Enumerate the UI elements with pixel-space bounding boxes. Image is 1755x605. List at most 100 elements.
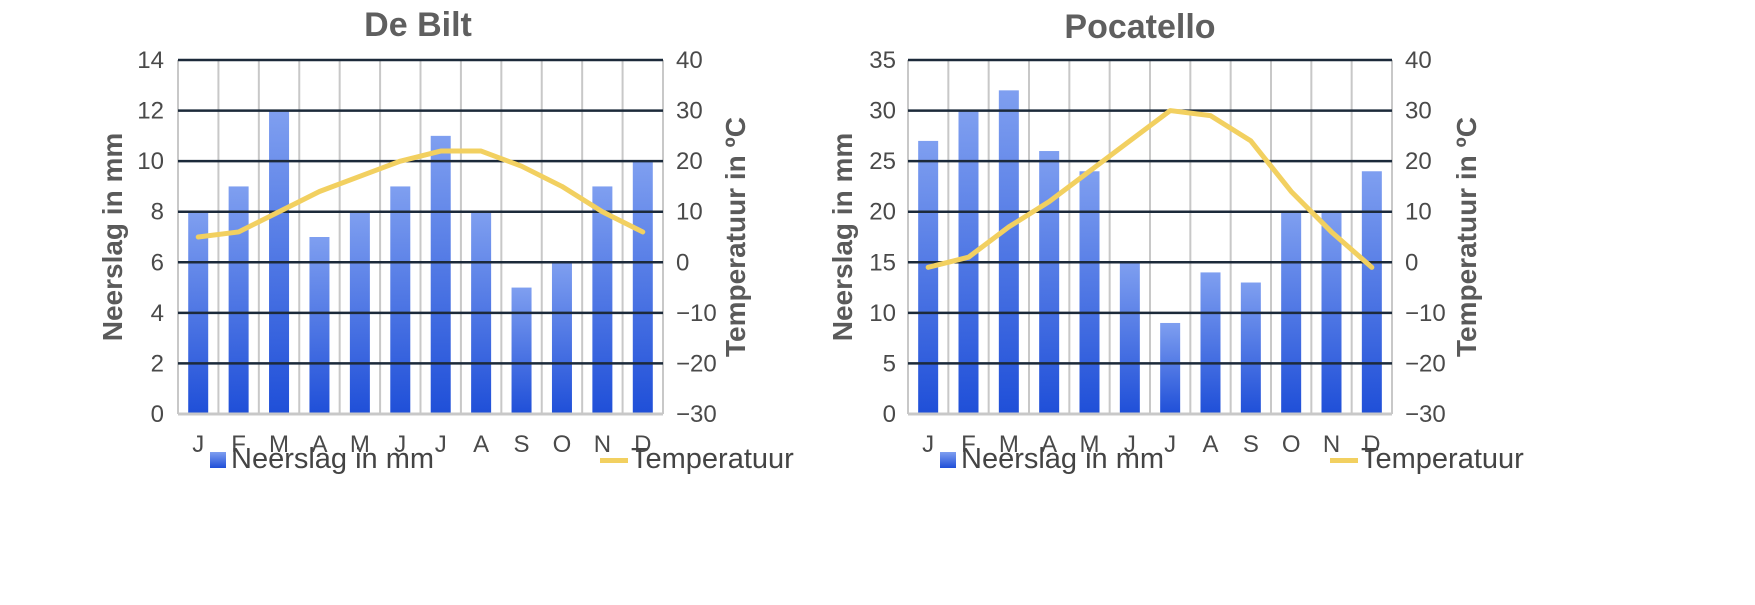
y2-tick-label: −10 xyxy=(1405,300,1446,327)
y2-tick-label: 40 xyxy=(1405,47,1432,74)
x-tick-label: D xyxy=(634,431,651,458)
temperature-point-M xyxy=(277,210,281,214)
temperature-point-J xyxy=(1168,109,1172,113)
bar-S xyxy=(511,287,532,414)
bar-O xyxy=(551,262,572,414)
bar-J xyxy=(1160,322,1181,414)
y-tick-label: 10 xyxy=(869,300,896,327)
y2-tick-label: 10 xyxy=(1405,199,1432,226)
temperature-point-A xyxy=(479,149,483,153)
x-tick-label: J xyxy=(192,431,204,458)
y-axis-label: Neerslag in mm xyxy=(97,133,128,342)
bar-M xyxy=(1079,171,1100,414)
x-tick-label: A xyxy=(311,431,327,458)
temperature-point-M xyxy=(358,174,362,178)
y2-tick-label: 20 xyxy=(1405,148,1432,175)
temperature-point-F xyxy=(967,255,970,259)
y2-tick-label: −30 xyxy=(1405,401,1446,428)
temperature-point-J xyxy=(439,149,443,153)
temperature-point-F xyxy=(237,230,241,234)
y-tick-label: 35 xyxy=(869,47,896,74)
temperature-point-A xyxy=(1209,114,1212,118)
legend-swatch-line xyxy=(600,458,628,463)
bar-A xyxy=(1200,272,1221,414)
legend-label-line: Temperatuur xyxy=(1361,443,1524,475)
y2-tick-label: 10 xyxy=(676,199,703,226)
legend-label-bar: Neerslag in mm xyxy=(231,443,434,475)
bar-J xyxy=(390,186,411,414)
temperature-point-M xyxy=(1088,169,1091,173)
temperature-point-O xyxy=(560,184,564,188)
y-tick-label: 25 xyxy=(869,148,896,175)
y-tick-label: 8 xyxy=(151,199,164,226)
x-tick-label: O xyxy=(1282,431,1301,458)
y-axis-label: Neerslag in mm xyxy=(827,133,858,342)
x-tick-label: D xyxy=(1363,431,1380,458)
y2-tick-label: 0 xyxy=(676,249,689,276)
chart-1: Pocatello 0 5 10 15 20 25 30 35 −30 −20 −10 0 10 20 30 4… xyxy=(827,8,1524,475)
temperature-point-N xyxy=(600,210,604,214)
y-tick-label: 14 xyxy=(137,47,164,74)
temperature-point-J xyxy=(398,159,402,163)
bar-D xyxy=(632,161,653,414)
temperature-point-M xyxy=(1007,225,1011,229)
bar-A xyxy=(309,237,330,414)
y-tick-label: 30 xyxy=(869,98,896,125)
bar-A xyxy=(1039,151,1060,414)
y2-axis-label: Temperatuur in ºC xyxy=(1451,117,1482,357)
legend-label-line: Temperatuur xyxy=(631,443,794,475)
y-tick-label: 4 xyxy=(151,300,164,327)
x-tick-label: J xyxy=(394,431,406,458)
y2-tick-label: −10 xyxy=(676,300,717,327)
y2-tick-label: −30 xyxy=(676,401,717,428)
x-tick-label: A xyxy=(473,431,489,458)
temperature-point-S xyxy=(520,164,524,168)
x-tick-label: A xyxy=(1041,431,1057,458)
y2-axis-label: Temperatuur in ºC xyxy=(720,117,751,357)
temperature-point-J xyxy=(926,265,930,269)
x-tick-label: M xyxy=(1080,431,1100,458)
bar-N xyxy=(592,186,613,414)
legend-label-bar: Neerslag in mm xyxy=(961,443,1164,475)
x-tick-label: O xyxy=(553,431,572,458)
temperature-point-A xyxy=(317,189,321,193)
y2-tick-label: −20 xyxy=(676,350,717,377)
bar-J xyxy=(1119,262,1140,414)
x-tick-label: N xyxy=(1323,431,1340,458)
y-tick-label: 12 xyxy=(137,98,164,125)
temperature-line xyxy=(195,148,646,240)
x-tick-label: M xyxy=(269,431,289,458)
x-tick-label: J xyxy=(1164,431,1176,458)
x-tick-label: F xyxy=(961,431,976,458)
x-tick-label: M xyxy=(350,431,370,458)
temperature-line xyxy=(925,108,1375,270)
x-tick-label: M xyxy=(999,431,1019,458)
temperature-point-S xyxy=(1249,139,1253,143)
y2-tick-label: 0 xyxy=(1405,249,1418,276)
x-tick-label: F xyxy=(231,431,246,458)
bar-S xyxy=(1240,282,1261,414)
temperature-point-D xyxy=(641,230,645,234)
y-tick-label: 15 xyxy=(869,249,896,276)
chart-title: De Bilt xyxy=(364,6,472,44)
temperature-point-N xyxy=(1330,230,1333,234)
x-tick-label: A xyxy=(1202,431,1218,458)
y-tick-label: 6 xyxy=(151,249,164,276)
y-tick-label: 10 xyxy=(137,148,164,175)
y2-tick-label: −20 xyxy=(1405,350,1446,377)
y-tick-label: 20 xyxy=(869,199,896,226)
legend: Neerslag in mm Temperatuur xyxy=(210,443,794,475)
y2-tick-label: 20 xyxy=(676,148,703,175)
temperature-point-A xyxy=(1047,200,1051,204)
y2-tick-label: 30 xyxy=(676,98,703,125)
bar-D xyxy=(1361,171,1382,414)
temperature-point-J xyxy=(1128,139,1132,143)
temperature-point-J xyxy=(196,235,200,239)
bar-M xyxy=(998,90,1019,414)
bar-J xyxy=(918,140,939,414)
x-tick-label: S xyxy=(514,431,530,458)
y-tick-label: 5 xyxy=(883,350,896,377)
x-tick-label: J xyxy=(435,431,447,458)
